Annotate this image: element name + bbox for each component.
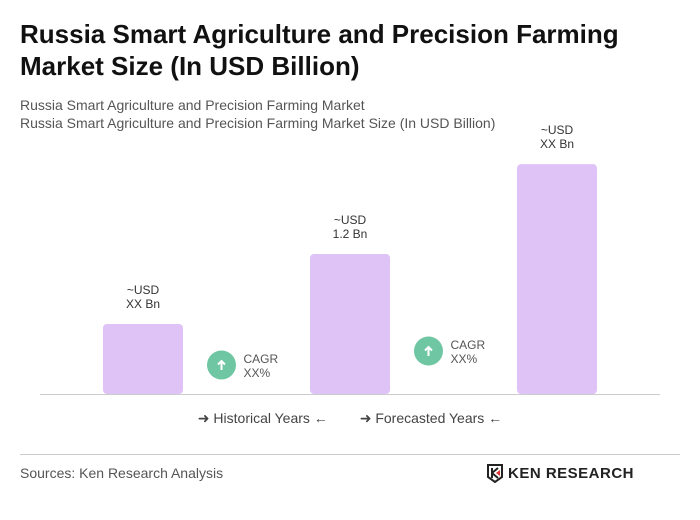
data-label: ~USD xyxy=(334,213,367,227)
cagr-value: XX% xyxy=(451,352,478,366)
arrow-icon xyxy=(217,359,226,370)
bar xyxy=(310,254,390,394)
data-label: ~USD xyxy=(127,283,160,297)
data-label: XX Bn xyxy=(126,297,160,311)
logo-text: KEN RESEARCH xyxy=(508,464,635,482)
legend: ➜ Historical Years ← ➜ Forecasted Years … xyxy=(0,410,700,427)
divider xyxy=(20,454,680,455)
arrow-icon xyxy=(424,345,433,356)
cagr-label: CAGR xyxy=(451,338,486,352)
data-label: ~USD xyxy=(541,123,574,137)
legend-historical: ➜ Historical Years ← xyxy=(197,410,328,426)
legend-forecasted: ➜ Forecasted Years ← xyxy=(359,410,503,426)
ken-research-logo: KEN RESEARCH xyxy=(486,463,634,483)
chart-title: Russia Smart Agriculture and Precision F… xyxy=(20,19,619,81)
cagr-value: XX% xyxy=(244,366,271,380)
logo-icon xyxy=(487,464,503,483)
subtitle-2: Russia Smart Agriculture and Precision F… xyxy=(20,115,496,131)
data-label: 1.2 Bn xyxy=(333,227,368,241)
bar xyxy=(517,164,597,394)
bar xyxy=(103,324,183,394)
subtitle: Russia Smart Agriculture and Precision F… xyxy=(20,97,365,113)
cagr-label: CAGR xyxy=(244,352,279,366)
source-note: Sources: Ken Research Analysis xyxy=(20,465,224,481)
data-label: XX Bn xyxy=(540,137,574,151)
